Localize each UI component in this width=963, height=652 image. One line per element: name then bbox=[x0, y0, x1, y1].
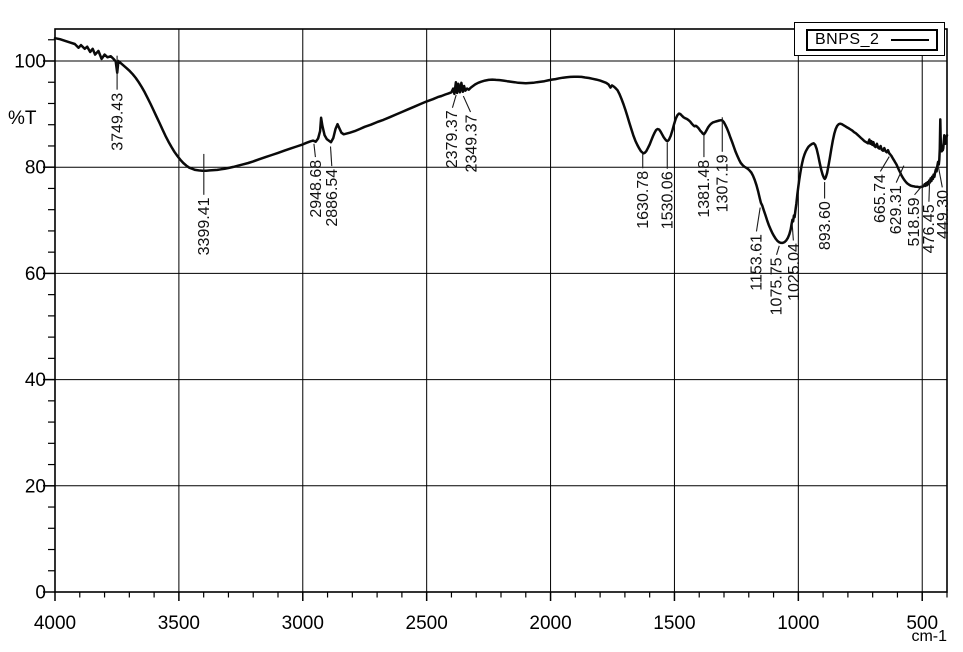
peak-leader-line bbox=[937, 164, 943, 188]
x-axis-unit-label: cm-1 bbox=[911, 628, 947, 645]
peak-label: 1381.48 bbox=[696, 160, 713, 218]
y-tick-label: 20 bbox=[25, 476, 46, 497]
peak-label: 3749.43 bbox=[109, 93, 126, 151]
peak-leader-line bbox=[776, 245, 780, 255]
peak-label: 893.60 bbox=[817, 201, 834, 250]
y-tick-label: 100 bbox=[14, 52, 46, 73]
peak-label: 1307.19 bbox=[715, 154, 732, 212]
peak-leader-line bbox=[755, 207, 761, 232]
legend-line-sample bbox=[891, 39, 929, 41]
peak-leader-line bbox=[928, 179, 931, 202]
peak-leader-line bbox=[329, 146, 333, 167]
y-tick-label: 40 bbox=[25, 370, 46, 391]
x-tick-label: 2500 bbox=[406, 613, 448, 634]
peak-label: 1153.61 bbox=[748, 234, 765, 291]
spectrum-curve bbox=[53, 36, 949, 245]
peak-leader-line bbox=[451, 94, 457, 108]
peak-leader-line bbox=[313, 143, 316, 158]
peak-label: 2948.68 bbox=[308, 160, 325, 218]
peak-label: 449.30 bbox=[935, 190, 952, 239]
x-tick-label: 2000 bbox=[529, 613, 571, 634]
legend-series-label: BNPS_2 bbox=[815, 31, 880, 48]
peak-leader-line bbox=[895, 165, 905, 183]
peak-label: 2886.54 bbox=[324, 169, 341, 227]
peak-label: 3399.41 bbox=[196, 197, 213, 255]
x-tick-label: 3500 bbox=[158, 613, 200, 634]
peak-leader-line bbox=[462, 95, 472, 113]
peak-label: 1530.06 bbox=[660, 171, 677, 229]
peak-label: 2379.37 bbox=[444, 110, 461, 168]
peak-leader-line bbox=[791, 223, 794, 241]
peak-label: 665.74 bbox=[872, 174, 889, 223]
peak-label: 518.59 bbox=[906, 197, 923, 246]
peak-label: 2349.37 bbox=[464, 115, 481, 173]
x-tick-label: 1000 bbox=[777, 613, 819, 634]
y-tick-label: 60 bbox=[25, 264, 46, 285]
peak-label: 629.31 bbox=[888, 185, 905, 234]
y-axis-title: %T bbox=[8, 108, 37, 129]
peak-label: 1075.75 bbox=[769, 257, 786, 315]
peak-label: 476.45 bbox=[921, 204, 938, 253]
x-tick-label: 3000 bbox=[282, 613, 324, 634]
x-tick-label: 1500 bbox=[653, 613, 695, 634]
x-tick-label: 4000 bbox=[34, 613, 76, 634]
legend-frame: BNPS_2 bbox=[794, 22, 945, 56]
y-tick-label: 0 bbox=[35, 583, 46, 604]
peak-label: 1025.04 bbox=[786, 243, 803, 301]
plot-frame bbox=[54, 28, 948, 593]
peak-leader-line bbox=[914, 184, 924, 196]
peak-label: 1630.78 bbox=[635, 171, 652, 229]
x-tick-label: 500 bbox=[906, 613, 938, 634]
legend-box: BNPS_2 bbox=[806, 29, 938, 51]
peak-leader-line bbox=[879, 156, 890, 172]
y-tick-label: 80 bbox=[25, 158, 46, 179]
